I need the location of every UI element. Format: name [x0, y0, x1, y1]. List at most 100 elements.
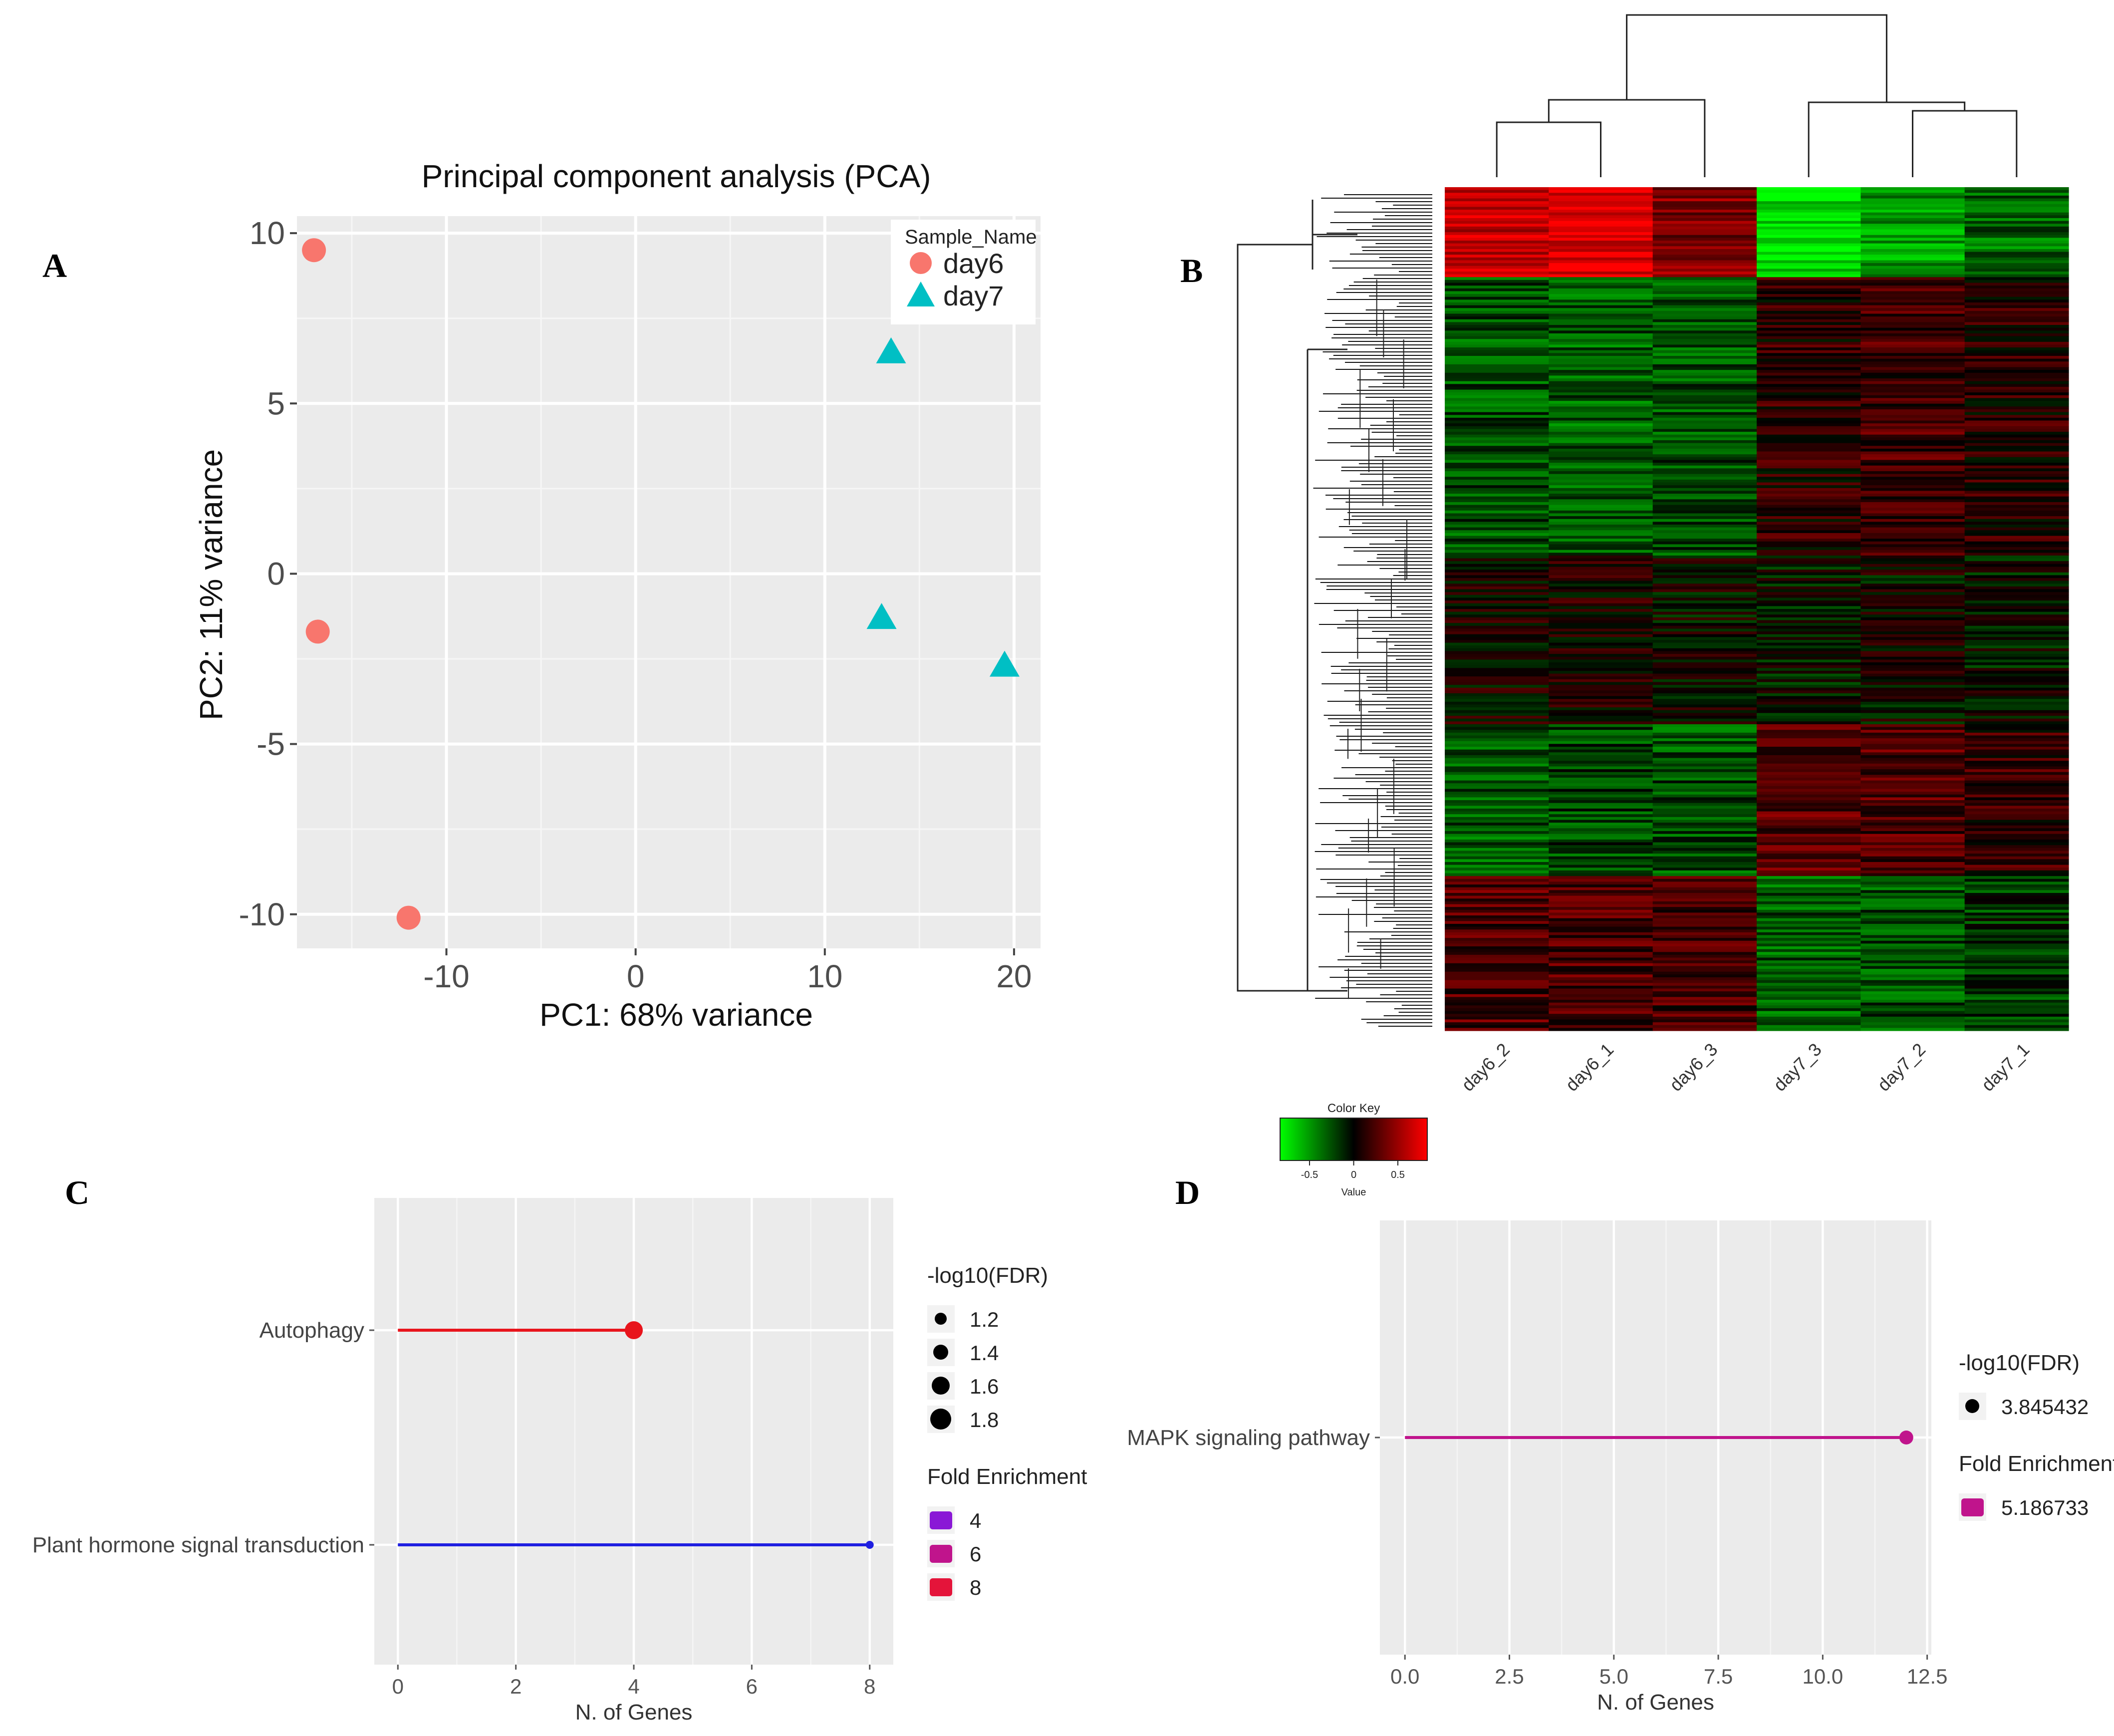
heatmap-cell	[1964, 491, 2069, 494]
heatmap-cell	[1964, 550, 2069, 553]
heatmap-cell	[1757, 364, 1861, 368]
panel-a-point-day7	[876, 337, 906, 363]
heatmap-cell	[1860, 991, 1965, 995]
heatmap-cell	[1445, 639, 1549, 643]
heatmap-cell	[1549, 786, 1653, 790]
heatmap-cell	[1757, 516, 1861, 520]
heatmap-cell	[1964, 269, 2069, 272]
heatmap-cell	[1964, 929, 2069, 933]
heatmap-cell	[1757, 561, 1861, 565]
heatmap-cell	[1860, 434, 1965, 438]
heatmap-cell	[1445, 420, 1549, 424]
heatmap-cell	[1860, 724, 1965, 728]
heatmap-cell	[1964, 794, 2069, 798]
heatmap-cell	[1549, 730, 1653, 733]
heatmap-cell	[1757, 845, 1861, 849]
heatmap-cell	[1549, 364, 1653, 368]
heatmap-cell	[1445, 395, 1549, 399]
heatmap-cell	[1652, 699, 1757, 702]
heatmap-cell	[1549, 333, 1653, 337]
heatmap-cell	[1652, 854, 1757, 857]
panel-c-x-axis-label: N. of Genes	[575, 1700, 693, 1725]
heatmap-cell	[1757, 1005, 1861, 1009]
heatmap-cell	[1445, 561, 1549, 565]
heatmap-cell	[1964, 634, 2069, 637]
heatmap-cell	[1652, 859, 1757, 863]
heatmap-cell	[1652, 356, 1757, 359]
heatmap-cell	[1445, 516, 1549, 520]
heatmap-cell	[1757, 479, 1861, 483]
heatmap-cell	[1549, 525, 1653, 528]
heatmap-cell	[1445, 946, 1549, 950]
heatmap-cell	[1757, 499, 1861, 503]
heatmap-cell	[1964, 971, 2069, 975]
heatmap-cell	[1445, 398, 1549, 401]
heatmap-cell	[1757, 372, 1861, 376]
heatmap-cell	[1757, 932, 1861, 936]
heatmap-cell	[1549, 676, 1653, 680]
heatmap-cell	[1757, 578, 1861, 581]
panel-b-heatmap: day6_2 day6_1 day6_3 day7_3 day7_2 day7_1Colo…	[1237, 14, 2069, 1198]
heatmap-cell	[1445, 218, 1549, 222]
heatmap-cell	[1860, 477, 1965, 480]
heatmap-cell	[1549, 207, 1653, 210]
heatmap-cell	[1964, 1000, 2069, 1003]
heatmap-cell	[1860, 808, 1965, 812]
heatmap-cell	[1445, 522, 1549, 525]
heatmap-cell	[1652, 921, 1757, 924]
heatmap-cell	[1445, 190, 1549, 193]
heatmap-cell	[1445, 1002, 1549, 1006]
heatmap-cell	[1445, 710, 1549, 714]
heatmap-cell	[1445, 648, 1549, 652]
heatmap-cell	[1549, 280, 1653, 284]
heatmap-cell	[1860, 620, 1965, 623]
heatmap-cell	[1757, 313, 1861, 317]
heatmap-cell	[1860, 1008, 1965, 1012]
heatmap-cell	[1445, 198, 1549, 202]
heatmap-cell	[1549, 415, 1653, 418]
heatmap-cell	[1757, 508, 1861, 511]
heatmap-cell	[1757, 367, 1861, 370]
heatmap-cell	[1964, 772, 2069, 775]
heatmap-cell	[1549, 272, 1653, 275]
heatmap-cell	[1549, 696, 1653, 699]
heatmap-cell	[1652, 415, 1757, 418]
heatmap-cell	[1964, 238, 2069, 241]
heatmap-cell	[1964, 716, 2069, 719]
heatmap-cell	[1964, 884, 2069, 888]
heatmap-cell	[1652, 884, 1757, 888]
heatmap-cell	[1652, 353, 1757, 356]
heatmap-cell	[1445, 260, 1549, 264]
heatmap-cell	[1964, 654, 2069, 657]
heatmap-cell	[1757, 938, 1861, 941]
heatmap-cell	[1964, 938, 2069, 941]
heatmap-cell	[1445, 772, 1549, 775]
heatmap-cell	[1549, 856, 1653, 860]
heatmap-cell	[1652, 954, 1757, 958]
heatmap-cell	[1445, 204, 1549, 208]
heatmap-cell	[1964, 316, 2069, 320]
heatmap-cell	[1549, 327, 1653, 331]
heatmap-cell	[1549, 541, 1653, 545]
heatmap-cell	[1652, 690, 1757, 694]
heatmap-cell	[1652, 648, 1757, 652]
heatmap-cell	[1549, 226, 1653, 230]
heatmap-cell	[1652, 451, 1757, 455]
heatmap-cell	[1549, 457, 1653, 461]
heatmap-cell	[1445, 682, 1549, 685]
heatmap-cell	[1757, 238, 1861, 241]
heatmap-cell	[1652, 895, 1757, 899]
panel-a-legend-label-day7: day7	[943, 280, 1004, 311]
heatmap-cell	[1964, 364, 2069, 368]
heatmap-cell	[1964, 339, 2069, 342]
heatmap-cell	[1652, 426, 1757, 430]
heatmap-cell	[1445, 876, 1549, 879]
heatmap-cell	[1757, 446, 1861, 449]
heatmap-cell	[1549, 687, 1653, 691]
heatmap-cell	[1860, 693, 1965, 697]
heatmap-cell	[1757, 929, 1861, 933]
heatmap-cell	[1757, 730, 1861, 733]
heatmap-cell	[1964, 763, 2069, 767]
heatmap-cell	[1549, 198, 1653, 202]
heatmap-cell	[1549, 310, 1653, 314]
